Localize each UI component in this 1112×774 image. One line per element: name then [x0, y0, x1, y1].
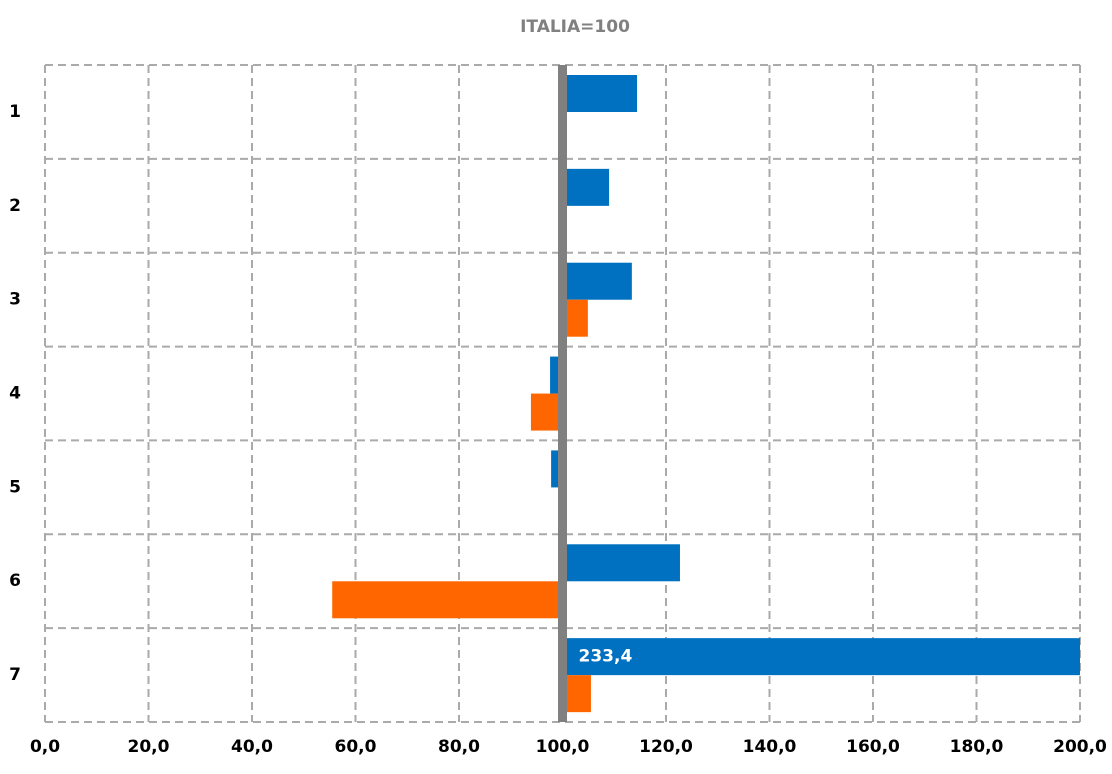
bar [332, 581, 562, 618]
x-tick-label: 80,0 [438, 737, 480, 757]
bar [563, 544, 680, 581]
x-tick-label: 140,0 [743, 737, 797, 757]
y-tick-label: 7 [9, 665, 21, 685]
x-tick-label: 160,0 [846, 737, 900, 757]
x-tick-label: 180,0 [950, 737, 1004, 757]
bar [531, 394, 563, 431]
data-label: 233,4 [579, 647, 633, 667]
x-tick-label: 60,0 [335, 737, 377, 757]
bar [563, 263, 632, 300]
chart-title: ITALIA=100 [520, 17, 630, 37]
x-tick-label: 40,0 [231, 737, 273, 757]
bar [563, 75, 638, 112]
x-tick-label: 20,0 [128, 737, 170, 757]
x-tick-label: 200,0 [1053, 737, 1107, 757]
x-tick-label: 100,0 [536, 737, 590, 757]
y-tick-label: 2 [9, 196, 21, 216]
x-tick-label: 0,0 [30, 737, 60, 757]
y-tick-label: 5 [9, 477, 21, 497]
bar [563, 169, 610, 206]
y-tick-label: 3 [9, 290, 21, 310]
y-tick-label: 6 [9, 571, 21, 591]
bar [563, 638, 1112, 675]
y-tick-label: 1 [9, 102, 21, 122]
x-tick-label: 120,0 [639, 737, 693, 757]
y-tick-label: 4 [9, 384, 21, 404]
bars [332, 75, 1112, 712]
